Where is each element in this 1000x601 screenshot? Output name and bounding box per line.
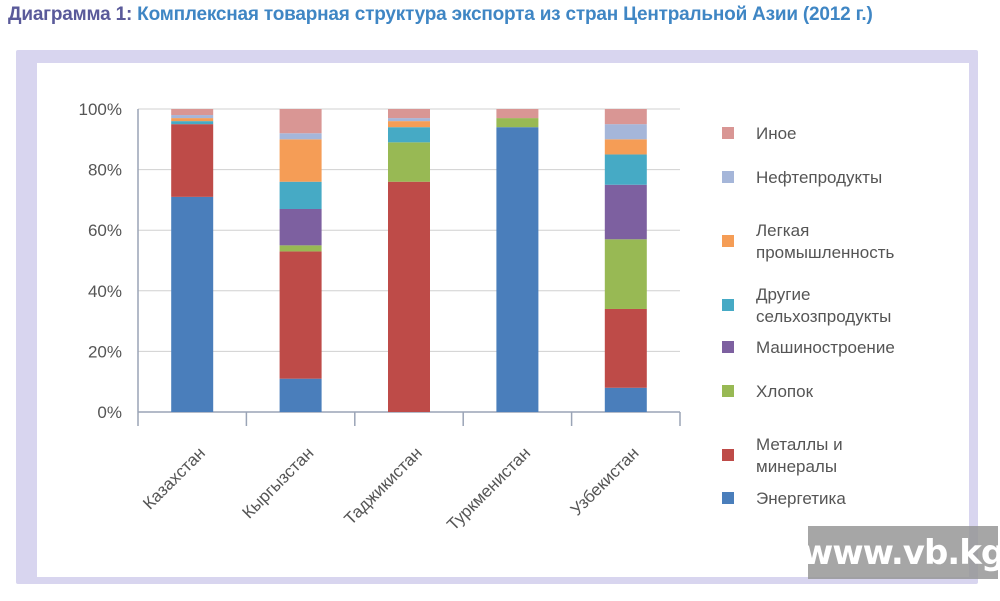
bar-segment	[496, 109, 539, 119]
legend-marker	[722, 449, 734, 461]
bar-segment	[604, 239, 647, 309]
bar-segment	[279, 378, 322, 412]
bar-segment	[171, 121, 214, 125]
bar-segment	[388, 109, 430, 119]
y-tick-label: 40%	[88, 282, 122, 301]
legend-label: Иное	[756, 124, 797, 143]
bar-segment	[388, 181, 430, 412]
bar-segment	[496, 127, 539, 413]
bar-segment	[388, 118, 430, 122]
bar-segment	[388, 127, 430, 143]
y-tick-label: 100%	[79, 100, 122, 119]
legend-marker	[722, 171, 734, 183]
legend-marker	[722, 299, 734, 311]
bar-segment	[279, 133, 322, 140]
legend-label: Легкая	[756, 221, 809, 240]
legend-label: минералы	[756, 457, 837, 476]
bar-segment	[171, 115, 214, 119]
y-tick-label: 0%	[97, 403, 122, 422]
legend-marker	[722, 385, 734, 397]
legend-marker	[722, 235, 734, 247]
bar-segment	[496, 118, 539, 128]
legend-label: Нефтепродукты	[756, 168, 882, 187]
bar-segment	[279, 181, 322, 209]
bar-segment	[279, 245, 322, 252]
chart-title-lead: Диаграмма 1:	[8, 4, 133, 25]
bar-segment	[388, 142, 430, 182]
watermark-logo: www.vb.kg	[802, 526, 1000, 579]
legend-label: Хлопок	[756, 382, 814, 401]
x-tick-label: Туркменистан	[443, 443, 534, 534]
x-tick-label: Казахстан	[139, 443, 209, 513]
bar-segment	[279, 139, 322, 182]
bar-segment	[171, 196, 214, 412]
bar-segment	[604, 308, 647, 388]
bar-segment	[279, 109, 322, 134]
legend-marker	[722, 492, 734, 504]
bar-segment	[171, 124, 214, 197]
legend-label: Энергетика	[756, 489, 846, 508]
bar-segment	[171, 118, 214, 122]
chart-title: Диаграмма 1: Комплексная товарная структ…	[8, 4, 873, 26]
chart-title-main: Комплексная товарная структура экспорта …	[137, 4, 873, 25]
legend-label: сельхозпродукты	[756, 307, 891, 326]
x-tick-label: Кыргызстан	[239, 443, 318, 522]
bar-segment	[171, 109, 214, 116]
legend-marker	[722, 341, 734, 353]
y-tick-label: 60%	[88, 221, 122, 240]
x-tick-label: Таджикистан	[340, 443, 425, 528]
x-tick-label: Узбекистан	[567, 443, 643, 519]
y-tick-label: 20%	[88, 342, 122, 361]
y-tick-label: 80%	[88, 161, 122, 180]
bar-segment	[604, 139, 647, 155]
bar-segment	[604, 387, 647, 412]
legend-label: Другие	[756, 285, 810, 304]
bar-segment	[604, 109, 647, 125]
bar-segment	[604, 124, 647, 140]
bar-segment	[279, 208, 322, 246]
legend-label: Машиностроение	[756, 338, 895, 357]
legend-label: Металлы и	[756, 435, 843, 454]
legend-label: промышленность	[756, 243, 895, 262]
bar-segment	[388, 121, 430, 128]
bar-segment	[604, 184, 647, 240]
legend-marker	[722, 127, 734, 139]
bar-segment	[279, 251, 322, 379]
bar-segment	[604, 154, 647, 185]
